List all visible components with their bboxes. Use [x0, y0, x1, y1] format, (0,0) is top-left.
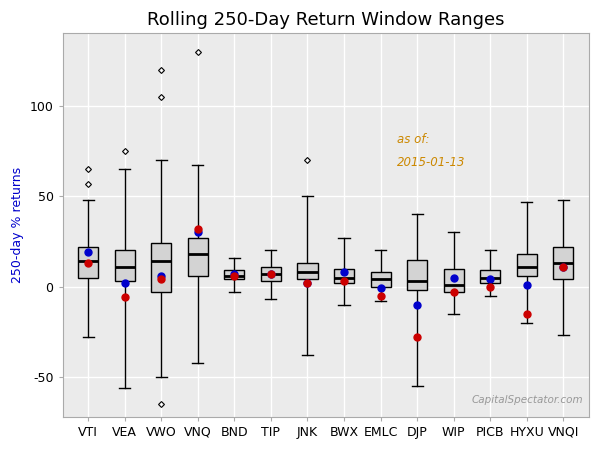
Bar: [151, 243, 172, 292]
Bar: [371, 272, 391, 287]
Bar: [224, 270, 244, 279]
Bar: [261, 267, 281, 281]
Bar: [188, 238, 208, 276]
Bar: [553, 247, 574, 279]
Text: as of:: as of:: [397, 133, 429, 146]
Bar: [78, 247, 98, 278]
Bar: [298, 263, 317, 279]
Title: Rolling 250-Day Return Window Ranges: Rolling 250-Day Return Window Ranges: [147, 11, 505, 29]
Bar: [407, 260, 427, 290]
Bar: [480, 270, 500, 283]
Text: 2015-01-13: 2015-01-13: [397, 156, 465, 169]
Y-axis label: 250-day % returns: 250-day % returns: [11, 167, 24, 283]
Bar: [517, 254, 537, 276]
Text: CapitalSpectator.com: CapitalSpectator.com: [472, 396, 584, 405]
Bar: [334, 269, 354, 283]
Bar: [443, 269, 464, 292]
Bar: [115, 251, 135, 281]
